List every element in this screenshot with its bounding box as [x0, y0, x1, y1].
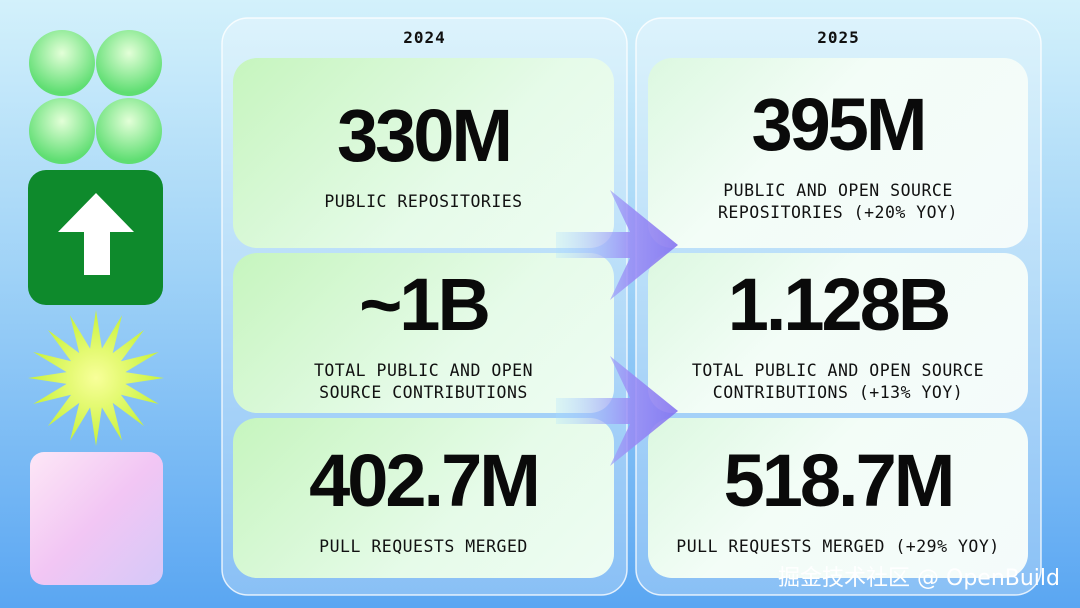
- stat-label: REPOSITORIES (+20% YOY): [718, 203, 958, 222]
- stat-label: TOTAL PUBLIC AND OPEN: [313, 361, 534, 380]
- starburst: [28, 310, 164, 446]
- stat-card: 395M PUBLIC AND OPEN SOURCE REPOSITORIES (…: [648, 58, 1028, 248]
- green-circles: [29, 30, 162, 164]
- year-header: 2025: [817, 28, 860, 47]
- year-header-wrap: 2024: [222, 18, 627, 58]
- year-header: 2024: [403, 28, 446, 47]
- stat-value: 1.128B: [727, 263, 952, 346]
- stat-value: 402.7M: [309, 439, 541, 522]
- stat-label: CONTRIBUTIONS (+13% YOY): [712, 383, 964, 402]
- stat-card: 402.7M PULL REQUESTS MERGED: [233, 418, 614, 578]
- stat-card: ~1B TOTAL PUBLIC AND OPEN SOURCE CONTRIBUT…: [233, 253, 614, 413]
- stat-label: PULL REQUESTS MERGED: [319, 537, 528, 556]
- stat-card: 1.128B TOTAL PUBLIC AND OPEN SOURCE CONTRI…: [648, 253, 1028, 413]
- stat-label: SOURCE CONTRIBUTIONS: [319, 383, 528, 402]
- arrow-icon: [28, 170, 163, 305]
- stat-card: 518.7M PULL REQUESTS MERGED (+29% YOY): [648, 418, 1028, 578]
- stat-value: 518.7M: [723, 439, 956, 522]
- year-header-wrap: 2025: [636, 18, 1041, 58]
- stat-value: ~1B: [359, 263, 491, 346]
- stat-card: 330M PUBLIC REPOSITORIES: [233, 58, 614, 248]
- stat-label: PUBLIC AND OPEN SOURCE: [723, 181, 953, 200]
- stat-label: PULL REQUESTS MERGED (+29% YOY): [676, 537, 1000, 556]
- stat-value: 330M: [336, 94, 513, 177]
- stat-label: PUBLIC REPOSITORIES: [324, 192, 523, 211]
- stat-value: 395M: [751, 83, 927, 166]
- watermark: 掘金技术社区 @ OpenBuild: [778, 566, 1060, 591]
- gradient-square: [30, 452, 163, 585]
- stat-label: TOTAL PUBLIC AND OPEN SOURCE: [691, 361, 985, 380]
